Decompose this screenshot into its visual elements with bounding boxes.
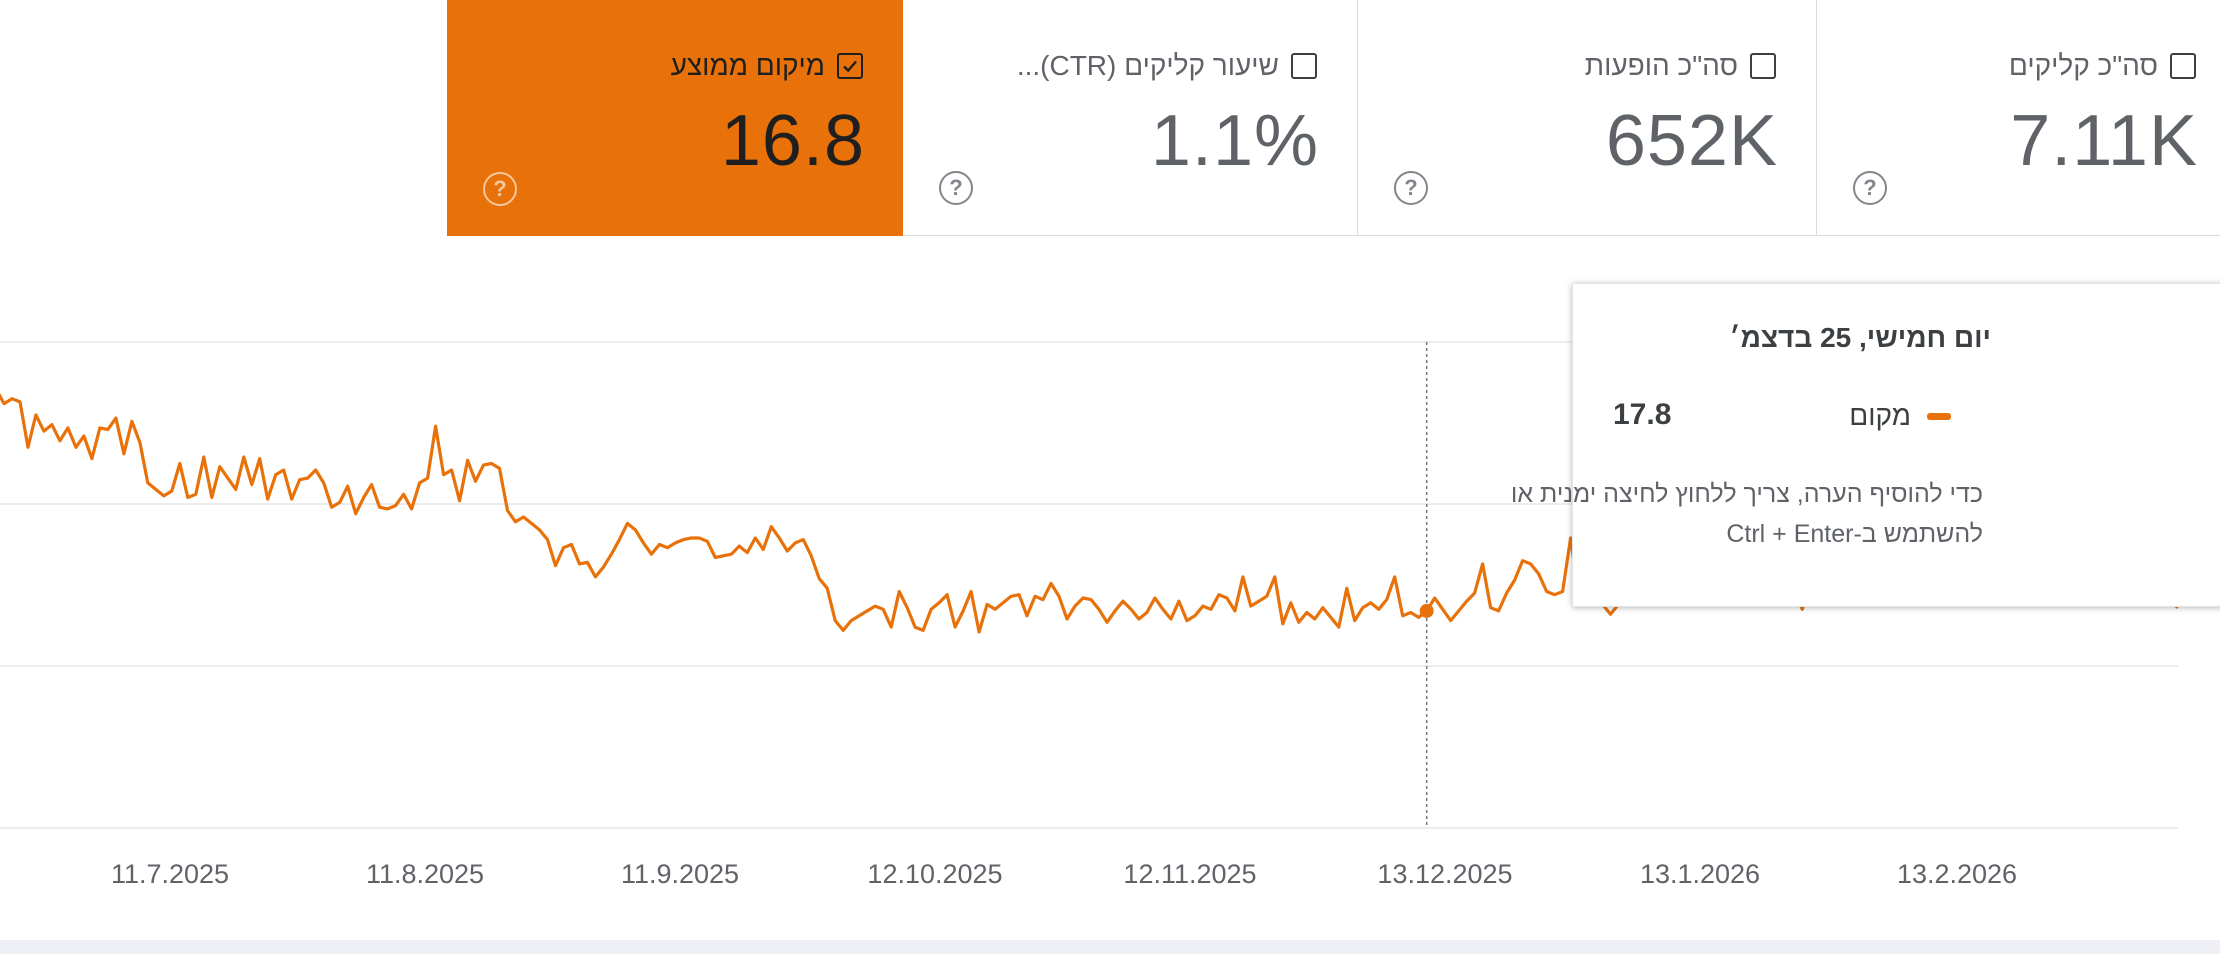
x-tick-label: 13.12.2025 [1377, 859, 1512, 889]
checkbox-icon[interactable] [1750, 53, 1776, 79]
tooltip-value: 17.8 [1613, 398, 1672, 431]
x-tick-label: 11.8.2025 [366, 859, 484, 889]
checkbox-icon[interactable] [2170, 53, 2196, 79]
metric-label-ctr: שיעור קליקים (CTR)... [1017, 50, 1317, 82]
x-tick-label: 12.11.2025 [1123, 859, 1256, 889]
metric-position-value: 16.8 [720, 101, 865, 181]
tooltip-note-line-2: להשתמש ב-Ctrl + Enter [1726, 520, 1983, 548]
help-circle-icon[interactable]: ? [939, 171, 973, 205]
metric-label-clicks: סה"כ קליקים [2009, 50, 2196, 82]
metric-ctr-label: שיעור קליקים (CTR)... [1016, 50, 1279, 81]
checkbox-icon[interactable] [837, 53, 863, 79]
x-axis-ticks: 11.7.2025 11.8.2025 11.9.2025 12.10.2025 12.… [111, 859, 2017, 889]
metric-label-impressions: סה"כ הופעות [1585, 50, 1776, 82]
x-tick-label: 12.10.2025 [867, 859, 1002, 889]
x-tick-label: 11.7.2025 [111, 859, 229, 889]
metric-label-position: מיקום ממוצע [671, 50, 863, 82]
tooltip-note-line-1: כדי להוסיף הערה, צריך ללחוץ לחיצה ימנית … [1510, 480, 1983, 508]
metric-card-position[interactable]: מיקום ממוצע 16.8 ? [447, 0, 903, 236]
metric-card-clicks[interactable]: סה"כ קליקים 7.11K ? [1817, 0, 2220, 236]
metric-clicks-value: 7.11K [2010, 101, 2198, 181]
metric-impressions-value: 652K [1605, 101, 1778, 181]
metric-impressions-label: סה"כ הופעות [1584, 50, 1738, 81]
metric-position-label: מיקום ממוצע [670, 50, 825, 81]
tooltip-legend: מקום [1849, 400, 1951, 432]
help-circle-icon[interactable]: ? [483, 172, 517, 206]
help-circle-icon[interactable]: ? [1853, 171, 1887, 205]
bottom-strip [0, 940, 2220, 954]
tooltip-series-label: מקום [1849, 400, 1911, 431]
check-icon [843, 60, 857, 73]
metric-clicks-label: סה"כ קליקים [2008, 50, 2158, 81]
metric-ctr-value: 1.1% [1150, 101, 1319, 181]
metric-card-ctr[interactable]: שיעור קליקים (CTR)... 1.1% ? [903, 0, 1358, 236]
tooltip-note: כדי להוסיף הערה, צריך ללחוץ לחיצה ימנית … [1511, 474, 1983, 554]
x-tick-label: 11.9.2025 [621, 859, 739, 889]
hover-point [1419, 603, 1434, 618]
x-tick-label: 13.2.2026 [1897, 859, 2017, 889]
x-tick-label: 13.1.2026 [1640, 859, 1760, 889]
legend-swatch [1927, 412, 1951, 420]
metric-card-impressions[interactable]: סה"כ הופעות 652K ? [1358, 0, 1817, 236]
checkbox-icon[interactable] [1291, 53, 1317, 79]
help-circle-icon[interactable]: ? [1394, 171, 1428, 205]
tooltip-date: יום חמישי, 25 בדצמ׳ [1729, 322, 1991, 353]
chart-tooltip: יום חמישי, 25 בדצמ׳ מקום 17.8 כדי להוסיף… [1511, 283, 2220, 607]
